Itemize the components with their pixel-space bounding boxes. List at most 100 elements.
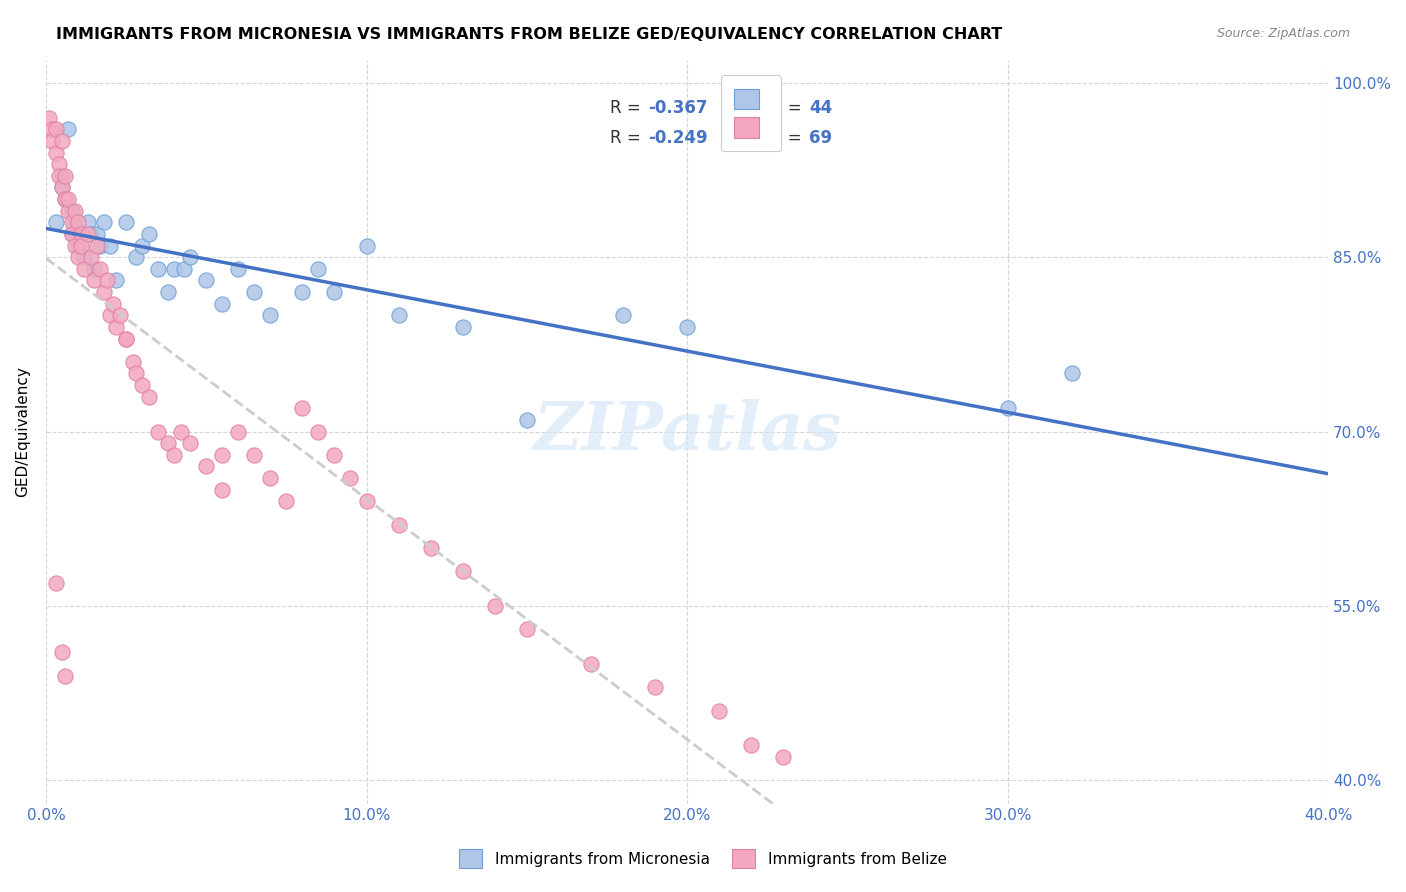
Legend: , : , <box>721 75 782 151</box>
Point <box>51 180 73 194</box>
Point <box>93 285 115 299</box>
Text: -0.249: -0.249 <box>648 128 709 146</box>
Point <box>58 192 80 206</box>
Text: 44: 44 <box>808 99 832 117</box>
Point <box>115 332 138 346</box>
Y-axis label: GED/Equivalency: GED/Equivalency <box>15 367 30 497</box>
Point <box>51 134 73 148</box>
Point <box>66 238 89 252</box>
Point <box>66 215 89 229</box>
Point <box>63 203 86 218</box>
Point <box>51 645 73 659</box>
Point <box>131 378 153 392</box>
Text: Source: ZipAtlas.com: Source: ZipAtlas.com <box>1216 27 1350 40</box>
Point <box>93 215 115 229</box>
Point <box>70 238 93 252</box>
Point <box>89 261 111 276</box>
Point <box>115 215 138 229</box>
Point <box>307 261 329 276</box>
Point <box>997 401 1019 416</box>
Text: -0.367: -0.367 <box>648 99 709 117</box>
Point <box>131 238 153 252</box>
Point <box>138 390 160 404</box>
Point <box>60 215 83 229</box>
Point <box>76 215 98 229</box>
Point <box>80 227 103 241</box>
Point <box>83 273 105 287</box>
Point <box>516 413 538 427</box>
Point <box>108 309 131 323</box>
Point <box>38 111 60 125</box>
Point <box>83 261 105 276</box>
Text: 69: 69 <box>808 128 832 146</box>
Point <box>163 448 186 462</box>
Point <box>53 669 76 683</box>
Point <box>60 227 83 241</box>
Point <box>173 261 195 276</box>
Text: N =: N = <box>770 128 807 146</box>
Point <box>48 169 70 183</box>
Point <box>307 425 329 439</box>
Point <box>323 448 346 462</box>
Text: IMMIGRANTS FROM MICRONESIA VS IMMIGRANTS FROM BELIZE GED/EQUIVALENCY CORRELATION: IMMIGRANTS FROM MICRONESIA VS IMMIGRANTS… <box>56 27 1002 42</box>
Point <box>98 238 121 252</box>
Point <box>356 238 378 252</box>
Point <box>195 459 218 474</box>
Point <box>96 273 118 287</box>
Point <box>179 436 201 450</box>
Point <box>211 483 233 497</box>
Point <box>41 122 63 136</box>
Point <box>60 227 83 241</box>
Point <box>86 227 108 241</box>
Point <box>387 309 409 323</box>
Point <box>451 320 474 334</box>
Point <box>51 169 73 183</box>
Point <box>105 273 128 287</box>
Point <box>41 134 63 148</box>
Point <box>73 261 96 276</box>
Point <box>195 273 218 287</box>
Text: R =: R = <box>610 99 647 117</box>
Point <box>103 297 125 311</box>
Point <box>80 250 103 264</box>
Point <box>516 622 538 636</box>
Point <box>51 180 73 194</box>
Point <box>291 401 314 416</box>
Point <box>740 739 762 753</box>
Legend: Immigrants from Micronesia, Immigrants from Belize: Immigrants from Micronesia, Immigrants f… <box>451 841 955 875</box>
Point <box>146 425 169 439</box>
Point <box>644 681 666 695</box>
Point <box>45 575 67 590</box>
Point <box>58 203 80 218</box>
Point <box>66 227 89 241</box>
Point <box>98 309 121 323</box>
Text: N =: N = <box>770 99 807 117</box>
Point <box>66 250 89 264</box>
Point <box>226 261 249 276</box>
Point <box>53 192 76 206</box>
Point <box>1060 367 1083 381</box>
Point <box>105 320 128 334</box>
Point <box>48 157 70 171</box>
Point <box>276 494 298 508</box>
Point <box>45 122 67 136</box>
Point <box>89 238 111 252</box>
Point <box>226 425 249 439</box>
Point <box>772 750 794 764</box>
Point <box>53 169 76 183</box>
Point <box>707 704 730 718</box>
Point <box>125 250 148 264</box>
Point <box>156 436 179 450</box>
Point <box>169 425 191 439</box>
Point <box>451 564 474 578</box>
Point <box>387 517 409 532</box>
Point <box>291 285 314 299</box>
Point <box>53 192 76 206</box>
Point <box>676 320 699 334</box>
Point <box>63 215 86 229</box>
Point <box>323 285 346 299</box>
Point <box>211 448 233 462</box>
Point <box>356 494 378 508</box>
Point <box>156 285 179 299</box>
Text: ZIPatlas: ZIPatlas <box>533 399 841 464</box>
